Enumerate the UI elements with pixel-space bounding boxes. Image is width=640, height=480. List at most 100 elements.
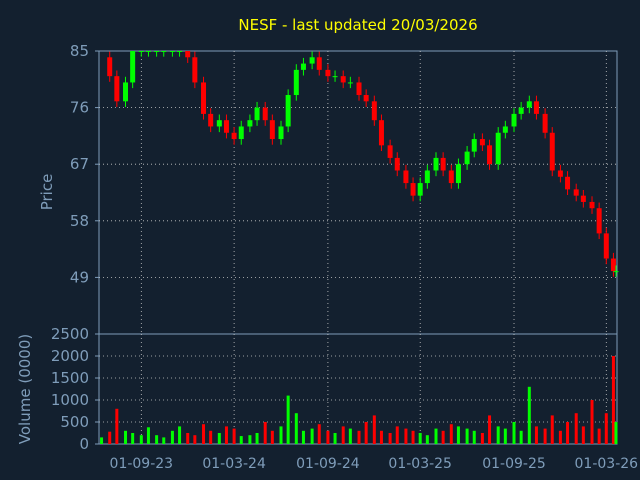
- volume-bar: [139, 435, 143, 444]
- x-tick-label: 01-03-25: [388, 456, 452, 472]
- volume-bar: [294, 413, 298, 444]
- volume-tick-label: 1500: [51, 369, 89, 387]
- price-candle: [394, 157, 400, 171]
- price-candle: [424, 170, 430, 184]
- price-candle: [371, 101, 377, 121]
- volume-bar: [611, 356, 615, 444]
- volume-bar: [527, 386, 531, 444]
- volume-bar: [301, 430, 305, 444]
- volume-bar: [456, 426, 460, 444]
- price-tick-label: 76: [70, 99, 89, 117]
- price-candle: [363, 95, 369, 102]
- volume-bar: [465, 428, 469, 444]
- price-candle: [378, 120, 384, 146]
- price-candle: [511, 113, 517, 127]
- price-candle: [464, 151, 470, 165]
- price-candle: [238, 126, 244, 140]
- volume-bar: [388, 433, 392, 444]
- volume-bar: [480, 433, 484, 444]
- volume-bar: [124, 430, 128, 444]
- volume-bar: [411, 430, 415, 444]
- volume-bar: [286, 395, 290, 444]
- volume-bar: [279, 426, 283, 444]
- x-tick-labels: 01-09-23 01-03-24 01-09-24 01-03-25 01-09-25…: [110, 456, 639, 472]
- volume-bar: [581, 426, 585, 444]
- volume-axis-label: Volume (0000): [16, 334, 34, 444]
- volume-bar: [449, 424, 453, 444]
- price-candle: [309, 57, 315, 64]
- volume-bar: [131, 433, 135, 444]
- volume-bar: [404, 428, 408, 444]
- volume-bar: [202, 424, 206, 444]
- price-candle: [300, 63, 306, 70]
- price-axis-label: Price: [38, 174, 56, 211]
- volume-bar: [263, 422, 267, 444]
- price-candle: [114, 76, 120, 102]
- volume-bar: [519, 430, 523, 444]
- price-candle: [285, 95, 291, 127]
- price-candle: [223, 120, 229, 133]
- price-candle: [448, 170, 454, 184]
- price-candle: [613, 271, 619, 273]
- price-candle: [130, 51, 136, 83]
- price-candles: [107, 51, 619, 277]
- volume-bar: [357, 430, 361, 444]
- price-candle: [177, 51, 183, 52]
- price-candle: [316, 57, 322, 70]
- price-panel: 85 76 67 58 49 Price: [38, 42, 619, 335]
- price-candle: [433, 157, 439, 171]
- volume-bar: [441, 430, 445, 444]
- volume-bar: [155, 435, 159, 444]
- price-candle: [332, 76, 338, 78]
- price-candle: [403, 170, 409, 184]
- price-tick-label: 67: [70, 155, 89, 173]
- volume-bar: [270, 430, 274, 444]
- price-candle: [247, 120, 253, 127]
- price-tick-label: 85: [70, 42, 89, 60]
- price-candle: [410, 183, 416, 196]
- price-candle: [262, 107, 268, 121]
- volume-bar: [186, 433, 190, 444]
- volume-tick-label: 2000: [51, 347, 89, 365]
- price-candle: [254, 107, 260, 121]
- volume-bar: [217, 433, 221, 444]
- price-candle: [603, 233, 609, 259]
- volume-bar: [558, 430, 562, 444]
- price-candle: [502, 126, 508, 133]
- price-candle: [231, 132, 237, 140]
- volume-bar: [193, 435, 197, 444]
- price-candle: [479, 139, 485, 146]
- volume-bar: [488, 415, 492, 444]
- x-tick-label: 01-09-25: [482, 456, 546, 472]
- volume-bar: [534, 426, 538, 444]
- price-tick-label: 49: [70, 268, 89, 286]
- x-tick-label: 01-09-23: [110, 456, 174, 472]
- price-candle: [610, 258, 616, 272]
- volume-bar: [115, 408, 119, 444]
- volume-bar: [472, 430, 476, 444]
- price-candle: [169, 51, 175, 52]
- price-candle: [347, 82, 353, 84]
- volume-bar: [326, 430, 330, 444]
- volume-bar: [232, 428, 236, 444]
- volume-bar: [146, 427, 150, 444]
- price-candle: [487, 145, 493, 165]
- volume-bar: [590, 400, 594, 444]
- price-candle: [269, 120, 275, 140]
- volume-bar: [178, 426, 182, 444]
- price-candle: [542, 113, 548, 133]
- volume-tick-label: 0: [79, 435, 89, 453]
- volume-bar: [395, 426, 399, 444]
- price-candle: [192, 57, 198, 83]
- volume-bar: [170, 430, 174, 444]
- price-candle: [161, 51, 167, 52]
- volume-bar: [248, 435, 252, 444]
- chart-title: NESF - last updated 20/03/2026: [238, 16, 477, 34]
- volume-bar: [162, 437, 166, 444]
- volume-bar: [574, 413, 578, 444]
- price-candle: [565, 176, 571, 190]
- volume-bar: [209, 430, 213, 444]
- volume-bar: [379, 430, 383, 444]
- price-candle: [557, 170, 563, 177]
